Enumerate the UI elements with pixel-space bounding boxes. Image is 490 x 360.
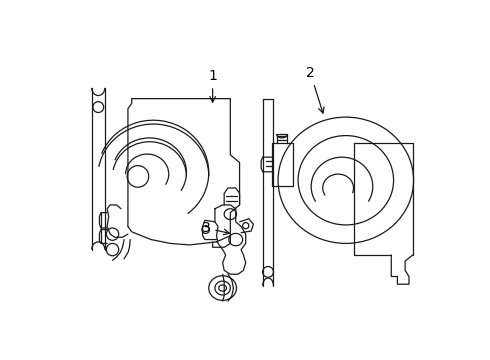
Text: 2: 2 [306,66,324,113]
Text: 1: 1 [208,69,217,102]
Text: 3: 3 [201,221,229,235]
